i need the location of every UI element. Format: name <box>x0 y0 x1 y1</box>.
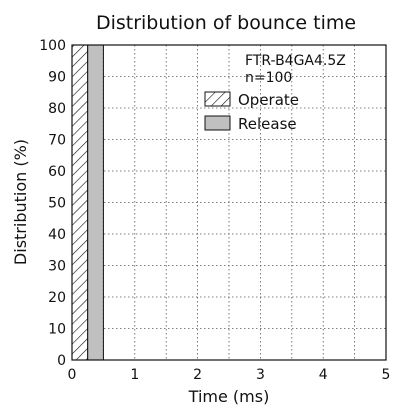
y-tick-label: 30 <box>48 259 66 275</box>
y-tick-label: 90 <box>48 70 66 86</box>
y-tick-label: 100 <box>39 38 66 54</box>
bar-release <box>87 44 104 361</box>
legend-swatch-release <box>204 115 231 131</box>
x-tick-label: 5 <box>382 367 391 383</box>
y-axis-label: Distribution (%) <box>11 139 30 265</box>
y-tick-label: 60 <box>48 164 66 180</box>
x-tick-label: 1 <box>130 367 139 383</box>
y-tick-label: 80 <box>48 101 66 117</box>
chart-title: Distribution of bounce time <box>96 12 356 34</box>
x-tick-labels: 0 1 2 3 4 5 <box>68 367 391 383</box>
legend: Operate Release <box>204 91 299 133</box>
y-tick-label: 20 <box>48 290 66 306</box>
y-tick-label: 50 <box>48 196 66 212</box>
x-tick-label: 4 <box>319 367 328 383</box>
y-tick-label: 40 <box>48 227 66 243</box>
x-tick-label: 2 <box>193 367 202 383</box>
x-tick-label: 0 <box>68 367 77 383</box>
grid <box>72 45 386 360</box>
x-tick-label: 3 <box>256 367 265 383</box>
y-tick-label: 0 <box>57 353 66 369</box>
bar-operate <box>71 44 89 361</box>
bars <box>71 44 104 361</box>
annotation-model: FTR-B4GA4.5Z <box>245 53 346 69</box>
legend-label-operate: Operate <box>238 91 299 109</box>
legend-label-release: Release <box>238 115 297 133</box>
y-tick-label: 70 <box>48 133 66 149</box>
y-tick-labels: 0 10 20 30 40 50 60 70 80 90 100 <box>39 38 66 369</box>
plot-frame <box>71 44 387 361</box>
y-tick-label: 10 <box>48 322 66 338</box>
annotation-sample-size: n=100 <box>245 70 292 86</box>
legend-swatch-operate <box>204 91 231 107</box>
x-axis-label: Time (ms) <box>188 387 270 406</box>
